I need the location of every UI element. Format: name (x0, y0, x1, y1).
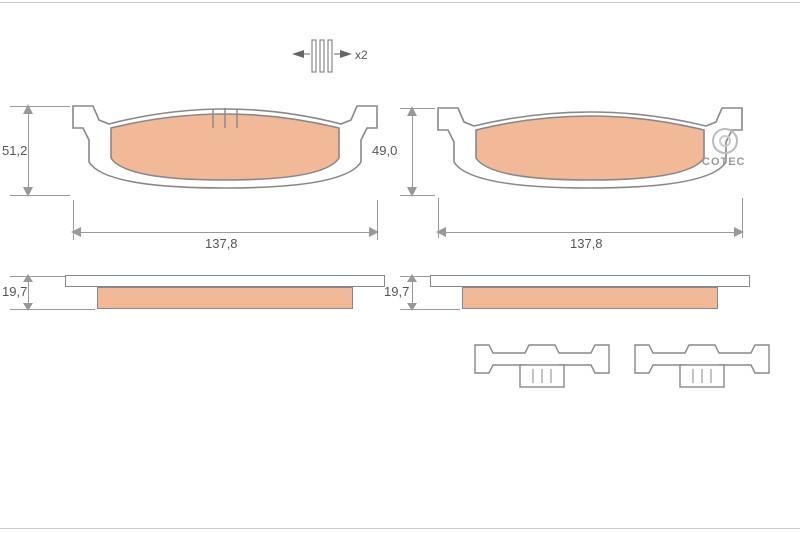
dim-line-horizontal (73, 232, 377, 233)
left-width-label: 137,8 (205, 236, 238, 251)
clip-quantity-label: x2 (355, 48, 368, 62)
left-height-label: 51,2 (2, 143, 27, 158)
cotec-logo-text: COTEC (702, 156, 746, 168)
dim-line-vertical (28, 106, 29, 195)
right-thickness-label: 19,7 (384, 284, 409, 299)
diagram-container: x2 51,2 137,8 19,7 (0, 0, 800, 533)
dim-extension (10, 106, 70, 107)
cotec-logo-circle (712, 128, 738, 154)
dim-extension (10, 195, 70, 196)
dim-extension (400, 195, 435, 196)
left-pad-front-view (65, 100, 385, 195)
left-thickness-label: 19,7 (2, 284, 27, 299)
dim-extension (10, 276, 65, 277)
dim-line-horizontal (438, 232, 742, 233)
mounting-clip-left (465, 335, 620, 400)
right-pad-front-view (430, 104, 750, 195)
right-pad-side-view (430, 275, 750, 315)
mounting-clip-right (625, 335, 780, 400)
dim-extension (400, 108, 435, 109)
right-width-label: 137,8 (570, 236, 603, 251)
clip-set-icon (290, 32, 360, 85)
dim-line-vertical (412, 108, 413, 195)
right-height-label: 49,0 (372, 143, 397, 158)
left-pad-side-view (65, 275, 385, 315)
